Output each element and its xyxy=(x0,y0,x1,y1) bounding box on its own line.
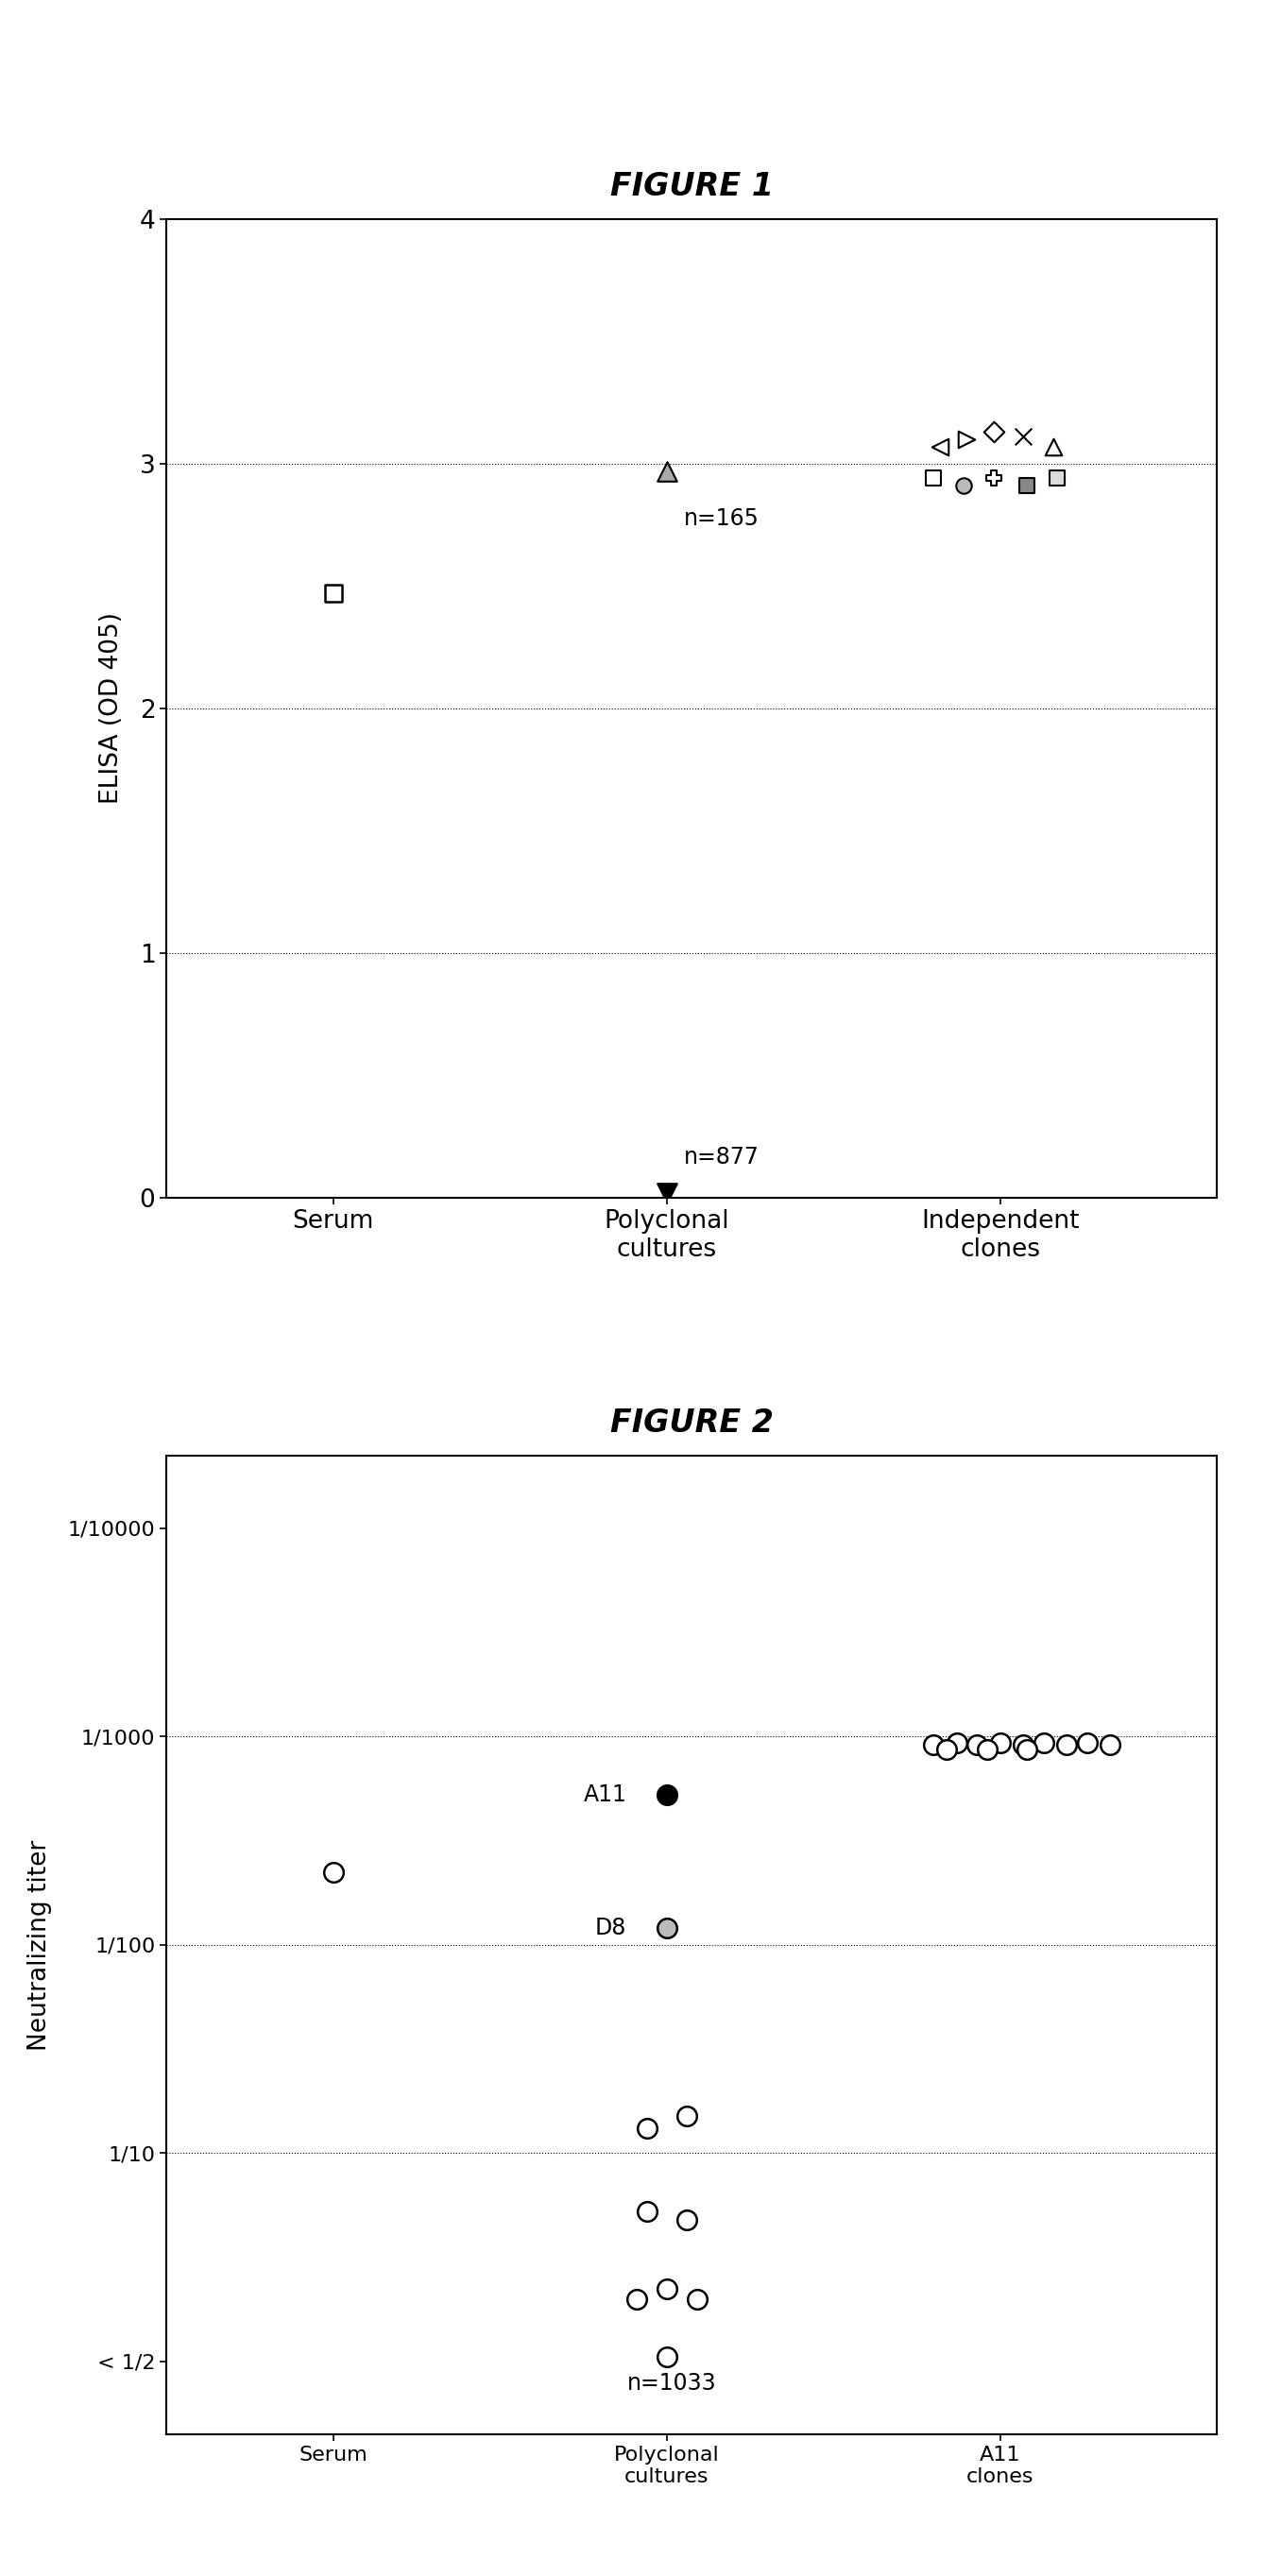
Point xyxy=(976,1728,997,1770)
Point xyxy=(637,2190,657,2231)
Point xyxy=(656,1775,676,1816)
Title: FIGURE 1: FIGURE 1 xyxy=(610,170,774,201)
Point xyxy=(323,1852,343,1893)
Point xyxy=(930,425,951,466)
Point xyxy=(957,417,977,459)
Text: D8: D8 xyxy=(596,1917,626,1940)
Point xyxy=(1017,1728,1038,1770)
Text: n=165: n=165 xyxy=(683,507,758,531)
Point xyxy=(1017,466,1038,507)
Point xyxy=(626,2277,647,2318)
Point xyxy=(924,459,944,500)
Point xyxy=(953,466,974,507)
Point xyxy=(656,2267,676,2308)
Point xyxy=(984,459,1004,500)
Point xyxy=(656,1172,676,1213)
Point xyxy=(1047,459,1067,500)
Point xyxy=(1076,1723,1097,1765)
Text: A11: A11 xyxy=(583,1783,626,1806)
Point xyxy=(1013,1723,1034,1765)
Point xyxy=(656,1909,676,1950)
Title: FIGURE 2: FIGURE 2 xyxy=(610,1406,774,1437)
Point xyxy=(656,451,676,492)
Y-axis label: Neutralizing titer: Neutralizing titer xyxy=(27,1839,53,2050)
Point xyxy=(936,1728,957,1770)
Point xyxy=(947,1723,967,1765)
Point xyxy=(924,1723,944,1765)
Point xyxy=(1057,1723,1077,1765)
Text: n=877: n=877 xyxy=(683,1146,758,1170)
Point xyxy=(1013,417,1034,459)
Point xyxy=(637,2107,657,2148)
Point xyxy=(656,2336,676,2378)
Point xyxy=(984,412,1004,453)
Text: n=1033: n=1033 xyxy=(626,2372,716,2396)
Point xyxy=(676,2094,697,2136)
Y-axis label: ELISA (OD 405): ELISA (OD 405) xyxy=(99,613,124,804)
Point xyxy=(676,2200,697,2241)
Point xyxy=(1043,425,1063,466)
Point xyxy=(1034,1723,1054,1765)
Point xyxy=(323,572,343,613)
Point xyxy=(687,2277,707,2318)
Point xyxy=(967,1723,988,1765)
Point xyxy=(1100,1723,1121,1765)
Point xyxy=(990,1723,1011,1765)
